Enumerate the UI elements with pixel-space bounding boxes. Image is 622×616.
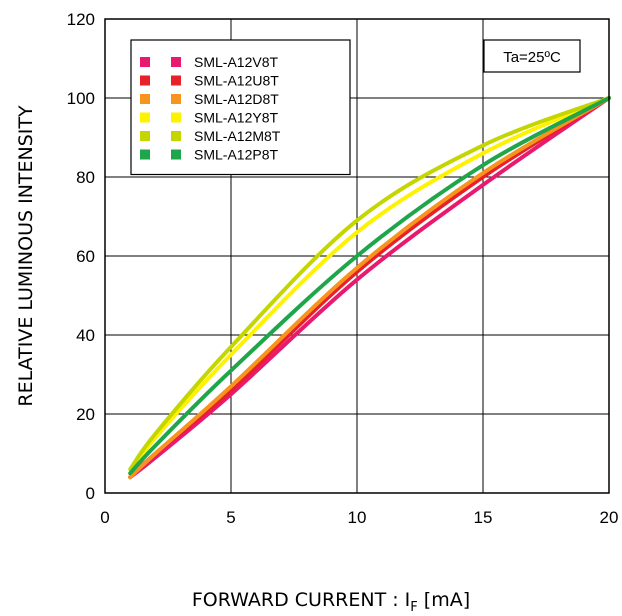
x-tick-label: 0 xyxy=(100,508,109,527)
legend-box xyxy=(130,39,351,176)
legend-label: SML-A12D8T xyxy=(194,91,279,107)
x-axis-title-unit: [mA] xyxy=(418,589,470,611)
x-tick-labels: 0 5 10 15 20 xyxy=(100,508,618,527)
y-tick-label: 0 xyxy=(86,484,95,503)
series-line-4 xyxy=(128,96,611,476)
series-line-5 xyxy=(128,96,611,472)
legend-swatch-right xyxy=(171,112,181,123)
series-line-6 xyxy=(128,96,611,476)
x-tick-label: 5 xyxy=(226,508,235,527)
legend-swatch-right xyxy=(171,57,181,67)
legend-label: SML-A12Y8T xyxy=(194,110,278,126)
plot-frame xyxy=(104,18,610,494)
legend-swatch-left xyxy=(140,131,150,141)
y-tick-label: 80 xyxy=(76,168,95,187)
series-line-1 xyxy=(128,96,611,480)
y-tick-label: 40 xyxy=(76,326,95,345)
x-axis-title-main: FORWARD CURRENT : I xyxy=(192,589,410,611)
legend-swatch-left xyxy=(140,57,150,67)
series-lines xyxy=(128,96,611,480)
legend-swatch-right xyxy=(171,131,181,141)
legend-swatch-left xyxy=(140,112,150,123)
x-axis-title-subscript: F xyxy=(410,600,417,615)
series-line-3 xyxy=(128,96,611,480)
y-tick-label: 100 xyxy=(67,89,95,108)
x-tick-label: 10 xyxy=(348,508,367,527)
annotation: Ta=25ºC xyxy=(483,39,581,73)
y-tick-label: 60 xyxy=(76,247,95,266)
legend-label: SML-A12M8T xyxy=(194,128,281,144)
y-axis-title: RELATIVE LUMINOUS INTENSITY xyxy=(15,105,37,407)
legend: SML-A12V8T SML-A12U8T SML-A12D8T SML-A12Y8T… xyxy=(130,39,351,176)
annotation-text: Ta=25ºC xyxy=(503,49,561,66)
legend-swatch-right xyxy=(171,94,181,104)
y-tick-labels: 0 20 40 60 80 100 120 xyxy=(67,10,95,503)
legend-label: SML-A12U8T xyxy=(194,73,279,89)
x-tick-label: 20 xyxy=(600,508,619,527)
x-tick-label: 15 xyxy=(474,508,493,527)
legend-swatch-left xyxy=(140,94,150,104)
y-tick-label: 20 xyxy=(76,405,95,424)
legend-swatch-left xyxy=(140,149,150,160)
legend-swatch-right xyxy=(171,75,181,86)
legend-swatch-left xyxy=(140,75,150,86)
legend-label: SML-A12V8T xyxy=(194,54,278,70)
legend-label: SML-A12P8T xyxy=(194,147,278,163)
y-tick-label: 120 xyxy=(67,10,95,29)
x-axis-title: FORWARD CURRENT : IF [mA] xyxy=(192,589,470,615)
legend-swatch-right xyxy=(171,149,181,160)
annotation-box xyxy=(483,39,581,73)
